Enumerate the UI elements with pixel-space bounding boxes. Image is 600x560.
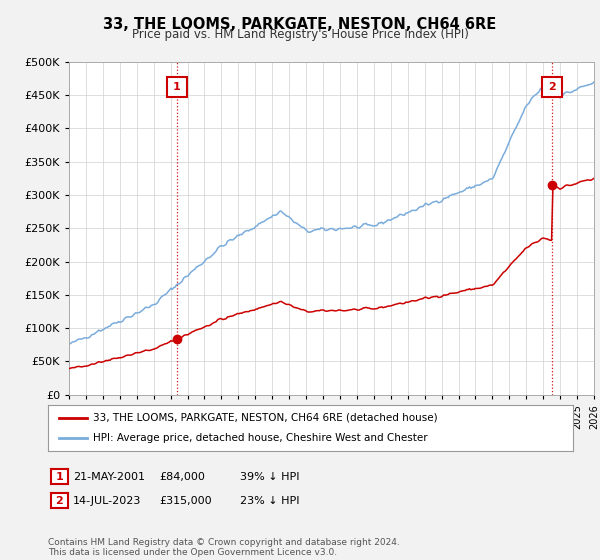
Text: 14-JUL-2023: 14-JUL-2023	[73, 496, 142, 506]
Text: 39% ↓ HPI: 39% ↓ HPI	[240, 472, 299, 482]
Text: 1: 1	[56, 472, 63, 482]
Text: 2: 2	[56, 496, 63, 506]
Text: 23% ↓ HPI: 23% ↓ HPI	[240, 496, 299, 506]
Text: £315,000: £315,000	[159, 496, 212, 506]
Text: 2: 2	[548, 82, 556, 92]
Text: Price paid vs. HM Land Registry's House Price Index (HPI): Price paid vs. HM Land Registry's House …	[131, 28, 469, 41]
Text: £84,000: £84,000	[159, 472, 205, 482]
Text: Contains HM Land Registry data © Crown copyright and database right 2024.
This d: Contains HM Land Registry data © Crown c…	[48, 538, 400, 557]
Text: 33, THE LOOMS, PARKGATE, NESTON, CH64 6RE (detached house): 33, THE LOOMS, PARKGATE, NESTON, CH64 6R…	[92, 413, 437, 423]
Text: 21-MAY-2001: 21-MAY-2001	[73, 472, 145, 482]
Text: 1: 1	[173, 82, 181, 92]
Text: 33, THE LOOMS, PARKGATE, NESTON, CH64 6RE: 33, THE LOOMS, PARKGATE, NESTON, CH64 6R…	[103, 17, 497, 32]
Text: HPI: Average price, detached house, Cheshire West and Chester: HPI: Average price, detached house, Ches…	[92, 433, 427, 443]
